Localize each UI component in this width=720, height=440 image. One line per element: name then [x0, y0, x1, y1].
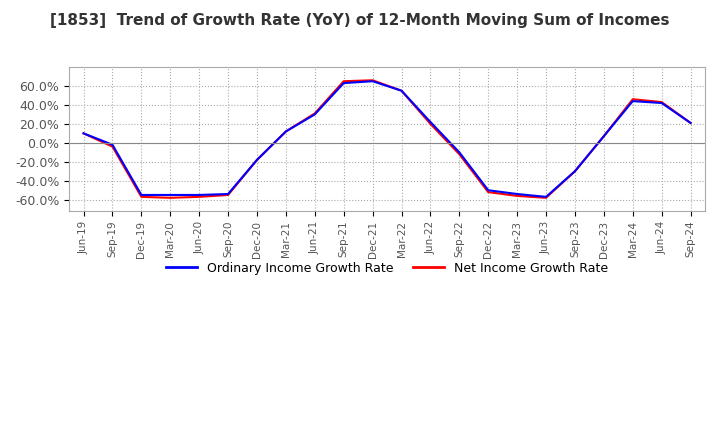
Net Income Growth Rate	[600, 134, 608, 139]
Ordinary Income Growth Rate	[137, 192, 145, 198]
Ordinary Income Growth Rate	[282, 129, 290, 134]
Line: Net Income Growth Rate: Net Income Growth Rate	[84, 80, 690, 198]
Net Income Growth Rate	[79, 131, 88, 136]
Net Income Growth Rate	[571, 169, 580, 174]
Net Income Growth Rate	[368, 77, 377, 83]
Net Income Growth Rate	[253, 157, 261, 162]
Ordinary Income Growth Rate	[339, 81, 348, 86]
Ordinary Income Growth Rate	[426, 119, 435, 125]
Net Income Growth Rate	[397, 88, 406, 93]
Ordinary Income Growth Rate	[79, 131, 88, 136]
Ordinary Income Growth Rate	[484, 187, 492, 193]
Ordinary Income Growth Rate	[397, 88, 406, 93]
Ordinary Income Growth Rate	[657, 100, 666, 106]
Ordinary Income Growth Rate	[629, 99, 637, 104]
Text: [1853]  Trend of Growth Rate (YoY) of 12-Month Moving Sum of Incomes: [1853] Trend of Growth Rate (YoY) of 12-…	[50, 13, 670, 28]
Net Income Growth Rate	[108, 144, 117, 149]
Net Income Growth Rate	[224, 192, 233, 198]
Net Income Growth Rate	[137, 194, 145, 199]
Ordinary Income Growth Rate	[686, 120, 695, 125]
Ordinary Income Growth Rate	[368, 79, 377, 84]
Net Income Growth Rate	[629, 97, 637, 102]
Net Income Growth Rate	[310, 111, 319, 116]
Ordinary Income Growth Rate	[310, 112, 319, 117]
Ordinary Income Growth Rate	[166, 192, 174, 198]
Ordinary Income Growth Rate	[600, 134, 608, 139]
Line: Ordinary Income Growth Rate: Ordinary Income Growth Rate	[84, 81, 690, 197]
Ordinary Income Growth Rate	[513, 191, 521, 197]
Ordinary Income Growth Rate	[224, 191, 233, 197]
Net Income Growth Rate	[686, 120, 695, 125]
Net Income Growth Rate	[541, 195, 550, 201]
Ordinary Income Growth Rate	[253, 157, 261, 162]
Net Income Growth Rate	[426, 121, 435, 127]
Ordinary Income Growth Rate	[571, 169, 580, 174]
Legend: Ordinary Income Growth Rate, Net Income Growth Rate: Ordinary Income Growth Rate, Net Income …	[161, 257, 613, 280]
Net Income Growth Rate	[339, 79, 348, 84]
Net Income Growth Rate	[657, 99, 666, 105]
Net Income Growth Rate	[195, 194, 204, 199]
Ordinary Income Growth Rate	[108, 142, 117, 147]
Ordinary Income Growth Rate	[455, 150, 464, 155]
Ordinary Income Growth Rate	[541, 194, 550, 199]
Net Income Growth Rate	[282, 129, 290, 134]
Net Income Growth Rate	[484, 190, 492, 195]
Net Income Growth Rate	[513, 193, 521, 198]
Net Income Growth Rate	[166, 195, 174, 201]
Ordinary Income Growth Rate	[195, 192, 204, 198]
Net Income Growth Rate	[455, 151, 464, 157]
